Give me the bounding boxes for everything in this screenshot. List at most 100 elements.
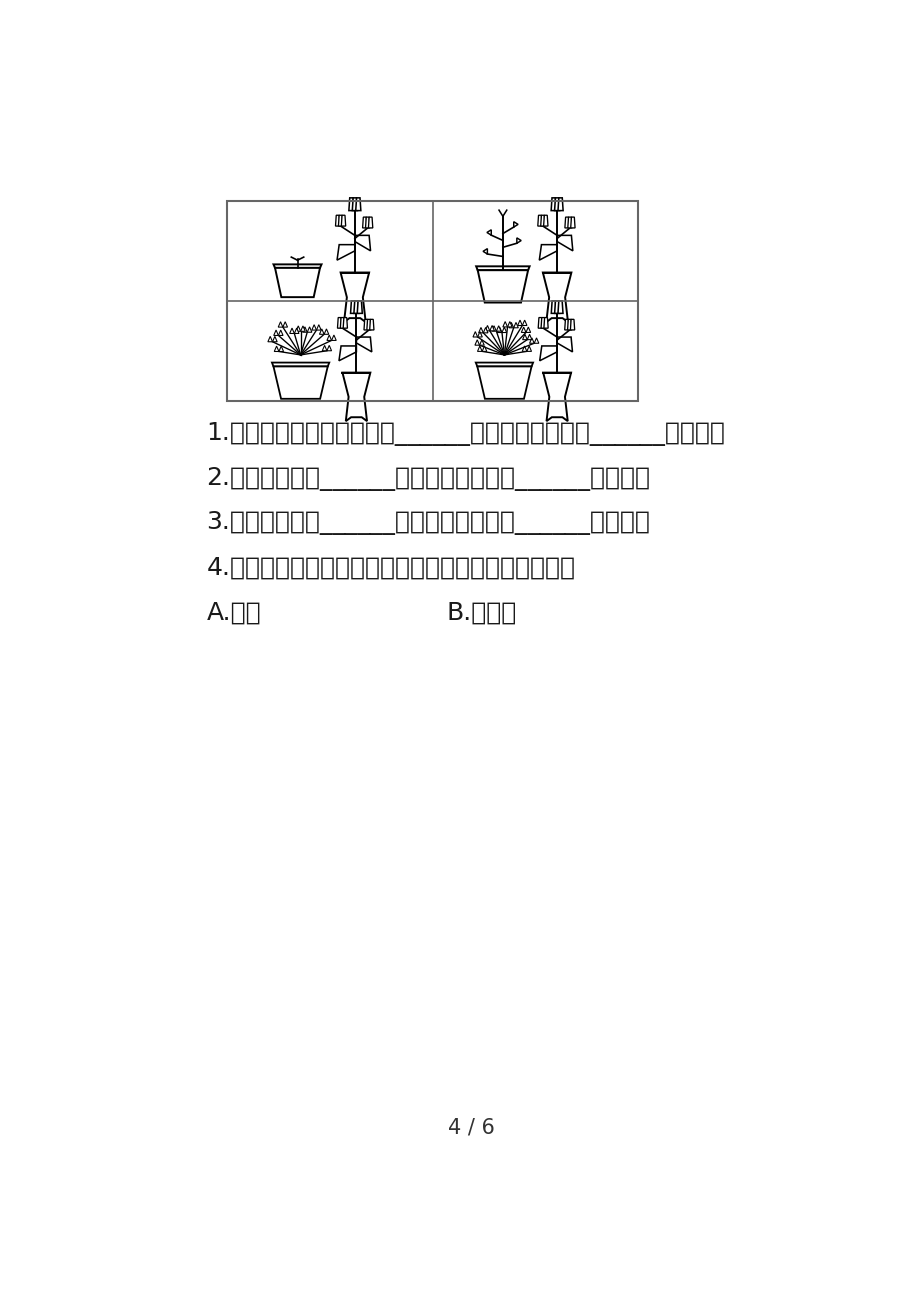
Polygon shape <box>368 217 372 228</box>
Polygon shape <box>554 198 559 211</box>
Polygon shape <box>475 362 532 366</box>
Polygon shape <box>497 327 502 332</box>
Polygon shape <box>489 326 494 331</box>
Polygon shape <box>478 328 482 333</box>
Polygon shape <box>476 267 529 271</box>
Polygon shape <box>513 323 517 328</box>
Polygon shape <box>364 319 368 329</box>
Polygon shape <box>316 324 321 331</box>
Polygon shape <box>507 322 512 327</box>
Polygon shape <box>278 329 283 336</box>
Text: 4 / 6: 4 / 6 <box>448 1117 494 1137</box>
Polygon shape <box>278 346 283 352</box>
Polygon shape <box>522 346 527 352</box>
Polygon shape <box>341 215 346 227</box>
Polygon shape <box>564 217 569 228</box>
Polygon shape <box>338 346 356 361</box>
Polygon shape <box>274 329 278 336</box>
Polygon shape <box>527 346 531 352</box>
Polygon shape <box>477 346 482 352</box>
Polygon shape <box>342 372 370 421</box>
Polygon shape <box>567 217 572 228</box>
Polygon shape <box>272 362 329 366</box>
Polygon shape <box>331 335 335 340</box>
Polygon shape <box>484 326 489 331</box>
Polygon shape <box>355 236 370 251</box>
Polygon shape <box>356 337 371 352</box>
Polygon shape <box>543 215 548 227</box>
Polygon shape <box>496 326 501 331</box>
Polygon shape <box>326 345 331 350</box>
Polygon shape <box>301 326 305 331</box>
Polygon shape <box>479 340 483 345</box>
Polygon shape <box>503 322 507 327</box>
Polygon shape <box>326 335 331 340</box>
Polygon shape <box>534 339 539 344</box>
Polygon shape <box>340 272 369 322</box>
Polygon shape <box>323 329 328 335</box>
Polygon shape <box>335 215 339 227</box>
Polygon shape <box>282 322 288 327</box>
Polygon shape <box>557 301 562 314</box>
Text: 1.　小芳发现：种的植物（______）长大，塑料花（______）长大。: 1. 小芳发现：种的植物（______）长大，塑料花（______）长大。 <box>206 422 724 445</box>
Polygon shape <box>570 217 574 228</box>
Text: A.　是: A. 是 <box>206 600 261 625</box>
Polygon shape <box>474 340 479 345</box>
Polygon shape <box>502 327 506 332</box>
Polygon shape <box>340 318 345 328</box>
Polygon shape <box>365 217 369 228</box>
Polygon shape <box>356 198 360 211</box>
Polygon shape <box>272 336 277 341</box>
Polygon shape <box>516 238 520 243</box>
Polygon shape <box>322 345 326 350</box>
Text: B.　不是: B. 不是 <box>447 600 516 625</box>
Polygon shape <box>550 198 556 211</box>
Polygon shape <box>289 328 294 333</box>
Polygon shape <box>274 346 278 352</box>
Polygon shape <box>567 319 572 329</box>
Polygon shape <box>312 324 316 331</box>
Polygon shape <box>482 249 487 254</box>
Polygon shape <box>294 328 299 333</box>
Polygon shape <box>477 366 531 398</box>
Polygon shape <box>482 346 486 352</box>
Polygon shape <box>539 245 557 260</box>
Polygon shape <box>543 318 548 328</box>
Polygon shape <box>570 319 574 329</box>
Polygon shape <box>491 326 496 331</box>
Polygon shape <box>526 327 530 332</box>
Polygon shape <box>307 327 312 332</box>
Polygon shape <box>350 301 355 314</box>
Polygon shape <box>319 329 323 335</box>
Polygon shape <box>275 268 320 297</box>
Polygon shape <box>486 229 491 236</box>
Text: 2.　种的植物（______）浇水，塑料花（______）浇水。: 2. 种的植物（______）浇水，塑料花（______）浇水。 <box>206 466 650 491</box>
Polygon shape <box>539 346 557 361</box>
Polygon shape <box>482 328 487 333</box>
Polygon shape <box>538 318 542 328</box>
Bar <box>227 201 638 401</box>
Polygon shape <box>273 264 321 268</box>
Polygon shape <box>302 327 307 332</box>
Polygon shape <box>343 318 347 328</box>
Polygon shape <box>337 318 341 328</box>
Polygon shape <box>521 327 526 332</box>
Polygon shape <box>508 323 513 328</box>
Polygon shape <box>352 198 357 211</box>
Text: 3.　种的植物（______）阳光，塑料花（______）阳光。: 3. 种的植物（______）阳光，塑料花（______）阳光。 <box>206 512 650 535</box>
Polygon shape <box>472 332 477 337</box>
Polygon shape <box>557 236 573 251</box>
Polygon shape <box>278 322 282 327</box>
Polygon shape <box>550 301 556 314</box>
Text: 4.　通过以上发现，小芳推断：塑料花（　　）植物。: 4. 通过以上发现，小芳推断：塑料花（ ）植物。 <box>206 556 574 579</box>
Polygon shape <box>517 320 522 326</box>
Polygon shape <box>529 339 534 344</box>
Polygon shape <box>542 372 571 421</box>
Polygon shape <box>558 198 562 211</box>
Polygon shape <box>522 335 527 340</box>
Polygon shape <box>357 301 362 314</box>
Polygon shape <box>477 271 528 302</box>
Polygon shape <box>557 337 572 352</box>
Polygon shape <box>338 215 343 227</box>
Polygon shape <box>540 215 544 227</box>
